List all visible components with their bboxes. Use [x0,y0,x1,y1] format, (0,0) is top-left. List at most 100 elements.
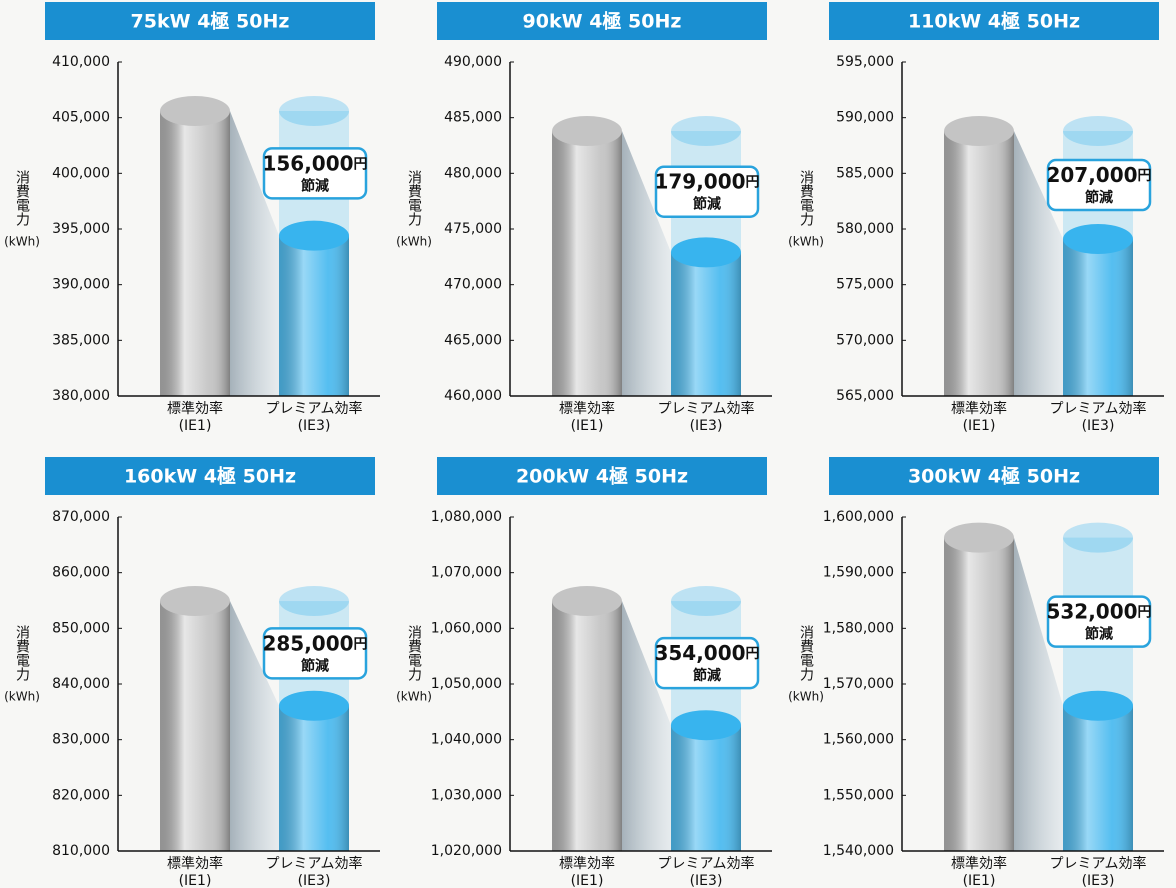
y-tick-label: 1,080,000 [431,509,502,525]
annotation-value: 285,000 [262,631,353,655]
chart-panel: 110kW 4極 50Hz 消費電力 (kWh) 565,000 570,000 575,… [788,2,1164,434]
annotation-text: 節減 [693,196,721,213]
bar-shade [552,131,622,396]
x-tick-note: (IE1) [963,873,996,888]
bar-shade [160,110,230,396]
bar-shade [552,601,622,851]
y-tick-label: 1,560,000 [823,732,894,748]
y-tick-label: 1,550,000 [823,787,894,803]
y-tick-label: 1,570,000 [823,676,894,692]
x-tick-note: (IE3) [690,873,723,888]
annotation-box [1046,595,1152,648]
bar-shade [944,537,1014,851]
bar-shade [279,235,349,396]
shadow [622,131,671,396]
y-tick-label: 820,000 [52,787,110,803]
y-tick-label: 1,060,000 [431,620,502,636]
y-tick-label: 1,020,000 [431,843,502,859]
chart-panel: 300kW 4極 50Hz 消費電力 (kWh) 1,540,000 1,550,000… [788,457,1164,888]
bar-shade [671,252,741,396]
bar-ghost-top [671,586,741,617]
annotation-box [654,165,760,218]
y-axis-label: 消費電力 [406,625,422,682]
shadow [230,110,279,396]
y-tick-label: 590,000 [836,110,894,126]
title-bar [437,457,767,495]
annotation-unit: 円 [354,636,368,652]
chart-panel: 200kW 4極 50Hz 消費電力 (kWh) 1,020,000 1,030,000… [396,457,772,888]
y-tick-label: 480,000 [444,165,502,181]
title-bar [45,457,375,495]
annotation-value: 179,000 [654,169,745,193]
annotation-box [1046,158,1152,212]
chart-panel: 75kW 4極 50Hz 消費電力 (kWh) 380,000 385,000 390,0… [4,2,380,434]
shadow [1014,131,1063,396]
x-tick-note: (IE3) [1082,418,1115,434]
y-tick-label: 410,000 [52,54,110,70]
y-tick-label: 1,040,000 [431,732,502,748]
y-tick-label: 400,000 [52,165,110,181]
annotation-amount: 179,000円 [654,169,759,193]
annotation-unit: 円 [354,156,368,172]
x-tick-note: (IE3) [298,418,331,434]
x-tick-note: (IE1) [571,873,604,888]
x-tick-label: プレミアム効率 [1049,400,1146,417]
y-tick-label: 810,000 [52,843,110,859]
annotation-box [654,636,760,690]
x-tick-note: (IE1) [179,873,212,888]
annotation-amount: 354,000円 [654,641,759,665]
y-tick-label: 465,000 [444,332,502,348]
x-tick-label: プレミアム効率 [657,855,754,872]
chart-title: 160kW 4極 50Hz [124,465,296,488]
y-tick-label: 565,000 [836,388,894,404]
x-tick-label: プレミアム効率 [657,400,754,417]
title-bar [829,457,1159,495]
annotation-value: 207,000 [1046,163,1137,187]
y-tick-label: 1,030,000 [431,787,502,803]
annotation-amount: 285,000円 [262,631,367,655]
x-tick-label: 標準効率 [559,400,615,417]
bar-top [1063,224,1133,255]
y-tick-label: 395,000 [52,221,110,237]
chart-title: 110kW 4極 50Hz [908,10,1080,33]
y-tick-label: 860,000 [52,565,110,581]
bar-ghost-top [671,116,741,147]
y-tick-label: 460,000 [444,388,502,404]
y-axis-label: 消費電力 [406,170,422,227]
x-tick-label: 標準効率 [951,400,1007,417]
title-bar [829,2,1159,40]
bar-top [279,220,349,251]
y-tick-label: 470,000 [444,277,502,293]
shadow [622,601,671,851]
annotation-amount: 207,000円 [1046,163,1151,187]
y-axis-unit: (kWh) [4,235,40,249]
x-tick-label: プレミアム効率 [265,400,362,417]
y-axis-unit: (kWh) [396,690,432,704]
annotation-text: 節減 [1085,626,1113,643]
annotation-text: 節減 [301,177,329,194]
y-axis-unit: (kWh) [396,235,432,249]
annotation-text: 節減 [301,657,329,674]
title-bar [437,2,767,40]
bar-shade [279,705,349,851]
bar-top [671,237,741,268]
y-tick-label: 390,000 [52,277,110,293]
y-axis-label: 消費電力 [798,170,814,227]
y-tick-label: 485,000 [444,110,502,126]
bar-shade [1063,705,1133,851]
x-tick-label: 標準効率 [559,855,615,872]
y-tick-label: 580,000 [836,221,894,237]
annotation-value: 532,000 [1046,599,1137,623]
x-tick-label: プレミアム効率 [1049,855,1146,872]
y-tick-label: 840,000 [52,676,110,692]
x-tick-note: (IE3) [298,873,331,888]
y-tick-label: 405,000 [52,110,110,126]
y-tick-label: 850,000 [52,620,110,636]
x-tick-note: (IE1) [963,418,996,434]
bar-shade [944,131,1014,396]
annotation-unit: 円 [746,646,760,662]
bar-top [1063,690,1133,721]
chart-title: 300kW 4極 50Hz [908,465,1080,488]
y-tick-label: 570,000 [836,332,894,348]
chart-panel: 160kW 4極 50Hz 消費電力 (kWh) 810,000 820,000 830,… [4,457,380,888]
